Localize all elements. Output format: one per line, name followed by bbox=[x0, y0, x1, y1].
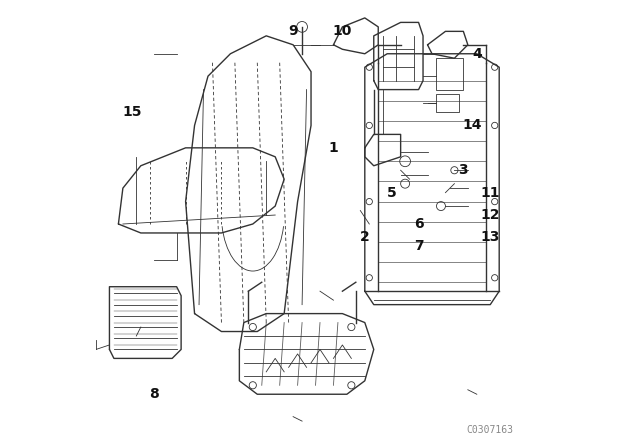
Bar bbox=[436, 58, 463, 90]
Text: 14: 14 bbox=[463, 118, 482, 133]
Text: 13: 13 bbox=[481, 230, 500, 245]
Text: 4: 4 bbox=[472, 47, 482, 61]
Text: 9: 9 bbox=[288, 24, 298, 39]
Bar bbox=[436, 94, 459, 112]
Text: 5: 5 bbox=[387, 185, 397, 200]
Text: 7: 7 bbox=[413, 239, 424, 254]
Text: 10: 10 bbox=[333, 24, 352, 39]
Text: 8: 8 bbox=[149, 387, 159, 401]
Text: 12: 12 bbox=[481, 208, 500, 222]
Text: 6: 6 bbox=[413, 217, 424, 231]
Text: 11: 11 bbox=[481, 185, 500, 200]
Text: C0307163: C0307163 bbox=[467, 425, 514, 435]
Text: 3: 3 bbox=[458, 163, 468, 177]
Text: 2: 2 bbox=[360, 230, 370, 245]
Text: 15: 15 bbox=[122, 105, 141, 119]
Text: 1: 1 bbox=[328, 141, 339, 155]
